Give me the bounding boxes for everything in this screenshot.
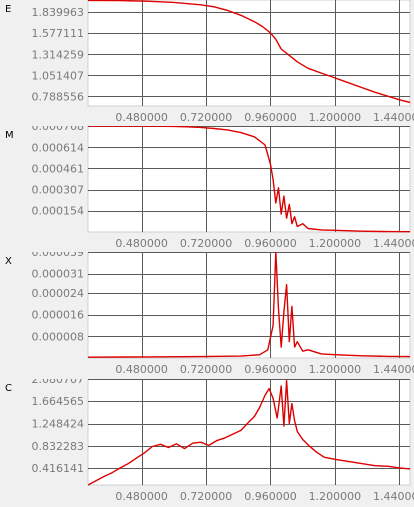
y-tick-label: 0.000024	[32, 287, 85, 300]
plot-area	[87, 126, 411, 233]
panel-label: M	[5, 130, 14, 141]
x-tick-label: 0.720000	[180, 111, 233, 124]
y-tick-label: 0.000008	[32, 330, 85, 343]
x-tick-label: 0.960000	[244, 111, 297, 124]
y-tick-label: 1.248424	[32, 418, 85, 431]
y-tick-label: 1.314259	[32, 48, 85, 61]
x-tick-label: 0.960000	[244, 237, 297, 250]
panel-label: X	[5, 256, 12, 267]
x-tick-label: 0.960000	[244, 363, 297, 376]
plot-area	[87, 0, 411, 107]
y-tick-label: 1.051407	[32, 69, 85, 82]
y-tick-label: 0.000031	[32, 268, 85, 281]
plot-area	[87, 379, 411, 486]
chart-panel-x: X 0.000039 0.000031 0.000024 0.000016 0.00000…	[0, 252, 414, 378]
x-tick-label: 0.480000	[115, 237, 168, 250]
y-tick-label: 0.000768	[32, 126, 85, 133]
series-line	[88, 126, 410, 233]
series-line	[88, 252, 410, 358]
panel-label: E	[5, 4, 12, 15]
x-tick-label: 0.720000	[180, 363, 233, 376]
chart-panel-c: C 2.080707 1.664565 1.248424 0.832283 0.41614…	[0, 379, 414, 505]
y-tick-label: 0.000461	[32, 162, 85, 175]
x-tick-label: 1.200000	[309, 363, 362, 376]
plot-area	[87, 252, 411, 359]
y-tick-label: 0.000039	[32, 252, 85, 259]
x-tick-label: 1.200000	[309, 111, 362, 124]
chart-panel-m: M 0.000768 0.000614 0.000461 0.000307 0.00015…	[0, 126, 414, 252]
y-tick-label: 0.000016	[32, 309, 85, 322]
series-line	[88, 379, 410, 486]
x-tick-label: 0.960000	[244, 490, 297, 503]
y-tick-label: 0.000307	[32, 184, 85, 197]
x-tick-label: 1.440000	[373, 490, 414, 503]
series-line	[88, 0, 410, 104]
y-tick-label: 1.839963	[32, 6, 85, 19]
x-tick-label: 1.440000	[373, 237, 414, 250]
x-tick-label: 1.200000	[309, 237, 362, 250]
x-tick-label: 0.480000	[115, 111, 168, 124]
x-tick-label: 1.440000	[373, 111, 414, 124]
chart-panel-e: E 1.839963 1.577111 1.314259 1.051407 0.78855…	[0, 0, 414, 126]
line-chart: 0.000039 0.000031 0.000024 0.000016 0.000008…	[32, 252, 414, 376]
y-tick-label: 1.577111	[32, 27, 85, 40]
y-tick-label: 0.416141	[32, 462, 85, 475]
line-chart: 1.839963 1.577111 1.314259 1.051407 0.788556…	[32, 0, 414, 124]
y-tick-label: 0.000154	[32, 205, 85, 218]
y-tick-label: 0.000614	[32, 141, 85, 154]
x-tick-label: 0.720000	[180, 490, 233, 503]
y-tick-label: 2.080707	[32, 379, 85, 386]
x-tick-label: 1.440000	[373, 363, 414, 376]
x-tick-label: 0.480000	[115, 363, 168, 376]
x-tick-label: 1.200000	[309, 490, 362, 503]
y-tick-label: 0.832283	[32, 440, 85, 453]
x-tick-label: 0.480000	[115, 490, 168, 503]
y-tick-label: 1.664565	[32, 395, 85, 408]
x-tick-label: 0.720000	[180, 237, 233, 250]
panel-label: C	[5, 383, 12, 394]
line-chart: 2.080707 1.664565 1.248424 0.832283 0.416141…	[32, 379, 414, 503]
y-tick-label: 0.788556	[32, 90, 85, 103]
line-chart: 0.000768 0.000614 0.000461 0.000307 0.000154…	[32, 126, 414, 250]
